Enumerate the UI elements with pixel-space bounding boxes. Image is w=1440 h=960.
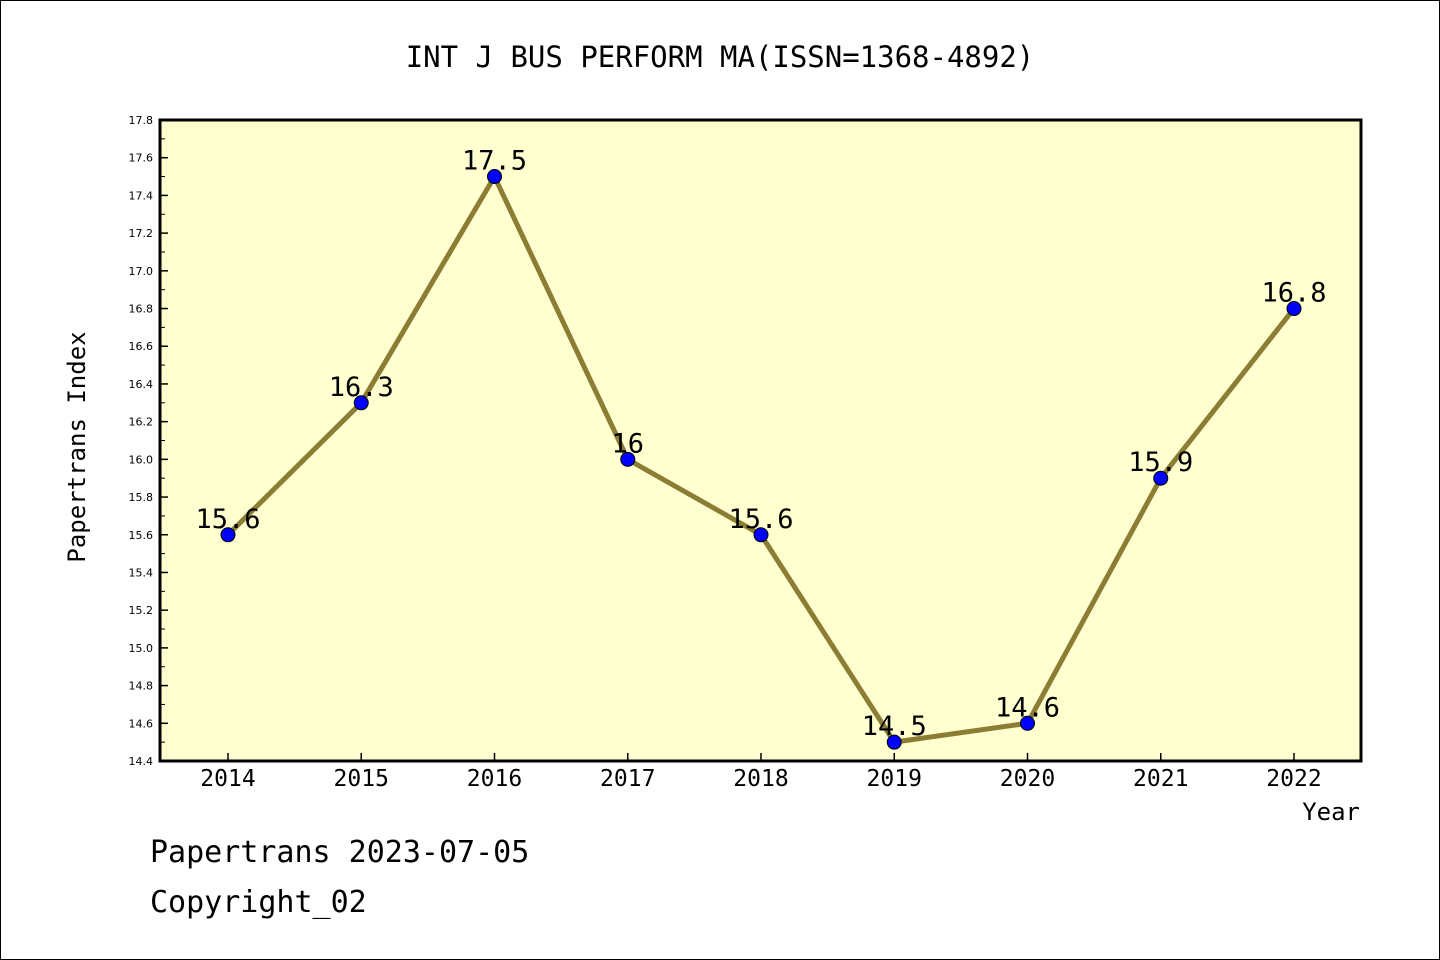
x-tick-label: 2020	[1000, 766, 1055, 792]
y-tick-label: 15.8	[129, 491, 154, 504]
y-tick-label: 14.6	[129, 717, 154, 730]
x-tick-label: 2018	[733, 766, 788, 792]
x-axis-label: Year	[1302, 798, 1360, 826]
y-tick-label: 14.4	[129, 755, 154, 768]
y-tick-label: 15.0	[129, 642, 154, 655]
data-point	[620, 451, 636, 467]
y-tick-label: 16.8	[129, 303, 154, 316]
footer-date: Papertrans 2023-07-05	[150, 835, 530, 870]
y-tick-label: 15.4	[129, 566, 154, 579]
data-point	[353, 395, 369, 411]
y-tick-label: 17.6	[129, 152, 154, 165]
y-tick-label: 15.6	[129, 529, 154, 542]
data-point	[1020, 715, 1035, 731]
chart-title: INT J BUS PERFORM MA(ISSN=1368-4892)	[406, 40, 1035, 74]
data-point	[886, 734, 902, 750]
plot-area	[158, 118, 1363, 763]
x-tick-label: 2022	[1266, 766, 1321, 792]
y-tick-label: 17.4	[129, 189, 154, 202]
x-tick-label: 2016	[467, 766, 522, 792]
data-point	[753, 527, 769, 543]
y-axis: 14.4 14.6 14.8 15.0 15.2 15.4 15.6 15.8 16.0 16.2…	[129, 114, 168, 768]
footer-copyright: Copyright_02	[150, 885, 367, 920]
x-tick-label: 2015	[334, 766, 389, 792]
data-markers	[220, 169, 1302, 750]
x-tick-label: 2014	[200, 766, 255, 792]
x-tick-label: 2021	[1133, 766, 1188, 792]
data-point	[220, 527, 236, 543]
data-point	[1286, 301, 1302, 317]
y-axis-label: Papertrans Index	[63, 331, 91, 562]
y-tick-label: 16.2	[129, 416, 154, 429]
y-tick-label: 14.8	[129, 680, 154, 693]
x-tick-label: 2019	[867, 766, 922, 792]
y-tick-label: 17.0	[129, 265, 154, 278]
x-axis: 2014 2015 2016 2017 2018 2019 2020 2021 2022	[200, 753, 1322, 792]
data-point	[1153, 470, 1169, 486]
y-tick-label: 16.6	[129, 340, 154, 353]
y-tick-label: 17.8	[129, 114, 154, 127]
y-tick-label: 17.2	[129, 227, 154, 240]
y-tick-label: 16.4	[129, 378, 154, 391]
x-tick-label: 2017	[600, 766, 655, 792]
y-tick-label: 16.0	[129, 453, 154, 466]
data-point	[487, 169, 502, 185]
y-tick-label: 15.2	[129, 604, 154, 617]
